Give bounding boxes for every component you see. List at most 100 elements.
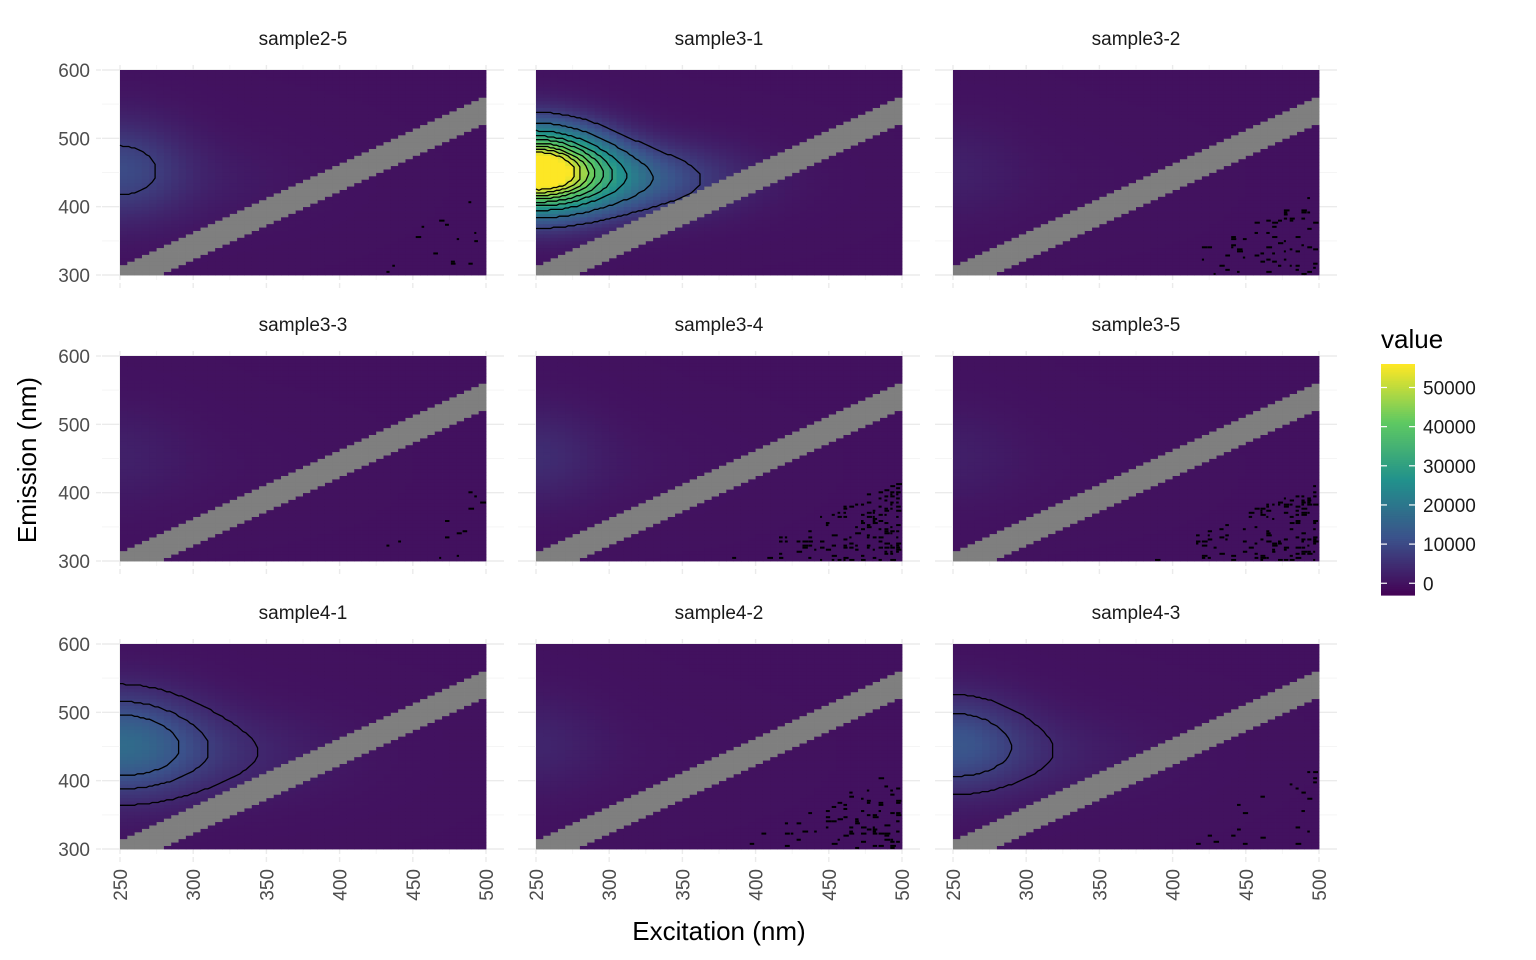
- heatmap-tile: [171, 255, 179, 259]
- heatmap-tile: [325, 108, 333, 112]
- heatmap-tile: [543, 251, 551, 255]
- heatmap-tile: [697, 73, 705, 77]
- heatmap-tile: [748, 272, 756, 276]
- heatmap-tile: [741, 101, 749, 105]
- heatmap-tile: [479, 196, 487, 200]
- heatmap-tile: [697, 108, 705, 112]
- heatmap-tile: [690, 155, 698, 159]
- heatmap-tile: [127, 128, 135, 132]
- heatmap-tile: [157, 261, 165, 265]
- heatmap-tile: [362, 145, 370, 149]
- heatmap-tile: [332, 111, 340, 115]
- heatmap-tile: [384, 231, 392, 235]
- heatmap-tile: [398, 73, 406, 77]
- heatmap-tile: [471, 166, 479, 170]
- heatmap-tile: [631, 80, 639, 84]
- heatmap-tile: [668, 173, 676, 177]
- heatmap-tile: [332, 145, 340, 149]
- heatmap-tile: [756, 104, 764, 108]
- heatmap-tile: [756, 118, 764, 122]
- heatmap-tile: [763, 111, 771, 115]
- heatmap-tile: [551, 261, 559, 265]
- heatmap-tile: [376, 224, 384, 228]
- heatmap-tile: [609, 80, 617, 84]
- heatmap-tile: [624, 70, 632, 74]
- heatmap-tile: [675, 190, 683, 194]
- heatmap-tile: [457, 142, 465, 146]
- heatmap-tile: [369, 210, 377, 214]
- heatmap-tile: [573, 108, 581, 112]
- heatmap-tile: [413, 121, 421, 125]
- heatmap-tile: [617, 261, 625, 265]
- heatmap-tile: [362, 91, 370, 95]
- heatmap-tile: [274, 268, 282, 272]
- heatmap-tile: [449, 190, 457, 194]
- heatmap-tile: [340, 152, 348, 156]
- heatmap-tile: [536, 159, 544, 163]
- heatmap-tile: [164, 152, 172, 156]
- heatmap-tile: [595, 231, 603, 235]
- heatmap-tile: [135, 244, 143, 248]
- heatmap-tile: [617, 111, 625, 115]
- heatmap-tile: [624, 251, 632, 255]
- heatmap-tile: [332, 152, 340, 156]
- heatmap-tile: [127, 261, 135, 265]
- heatmap-tile: [288, 97, 296, 101]
- heatmap-tile: [748, 217, 756, 221]
- heatmap-tile: [142, 135, 150, 139]
- heatmap-tile: [551, 91, 559, 95]
- heatmap-tile: [281, 203, 289, 207]
- heatmap-tile: [413, 159, 421, 163]
- heatmap-tile: [413, 190, 421, 194]
- heatmap-tile: [595, 258, 603, 262]
- heatmap-tile: [376, 169, 384, 173]
- heatmap-tile: [624, 244, 632, 248]
- heatmap-tile: [690, 145, 698, 149]
- heatmap-tile: [340, 244, 348, 248]
- heatmap-tile: [179, 173, 187, 177]
- heatmap-tile: [457, 162, 465, 166]
- heatmap-tile: [558, 258, 566, 262]
- heatmap-tile: [704, 234, 712, 238]
- heatmap-tile: [244, 135, 252, 139]
- heatmap-tile: [457, 128, 465, 132]
- heatmap-tile: [420, 193, 428, 197]
- heatmap-tile: [222, 265, 230, 269]
- heatmap-tile: [565, 237, 573, 241]
- heatmap-tile: [186, 169, 194, 173]
- heatmap-tile: [638, 265, 646, 269]
- heatmap-tile: [266, 255, 274, 259]
- heatmap-tile: [303, 224, 311, 228]
- heatmap-tile: [457, 244, 465, 248]
- heatmap-tile: [266, 135, 274, 139]
- heatmap-tile: [536, 176, 544, 180]
- heatmap-tile: [558, 77, 566, 81]
- heatmap-tile: [726, 145, 734, 149]
- heatmap-tile: [157, 190, 165, 194]
- heatmap-tile: [464, 108, 472, 112]
- heatmap-tile: [237, 166, 245, 170]
- heatmap-tile: [281, 155, 289, 159]
- heatmap-tile: [646, 258, 654, 262]
- heatmap-tile: [712, 108, 720, 112]
- heatmap-tile: [332, 149, 340, 153]
- heatmap-tile: [362, 97, 370, 101]
- heatmap-tile: [638, 231, 646, 235]
- heatmap-tile: [354, 227, 362, 231]
- heatmap-tile: [756, 268, 764, 272]
- heatmap-tile: [149, 173, 157, 177]
- heatmap-tile: [770, 104, 778, 108]
- heatmap-tile: [171, 234, 179, 238]
- heatmap-tile: [398, 142, 406, 146]
- heatmap-tile: [558, 101, 566, 105]
- heatmap-tile: [479, 214, 487, 218]
- heatmap-tile: [573, 220, 581, 224]
- heatmap-tile: [668, 162, 676, 166]
- heatmap-tile: [244, 231, 252, 235]
- heatmap-tile: [565, 121, 573, 125]
- heatmap-tile: [413, 149, 421, 153]
- heatmap-tile: [741, 244, 749, 248]
- heatmap-tile: [763, 97, 771, 101]
- heatmap-tile: [193, 237, 201, 241]
- heatmap-tile: [376, 108, 384, 112]
